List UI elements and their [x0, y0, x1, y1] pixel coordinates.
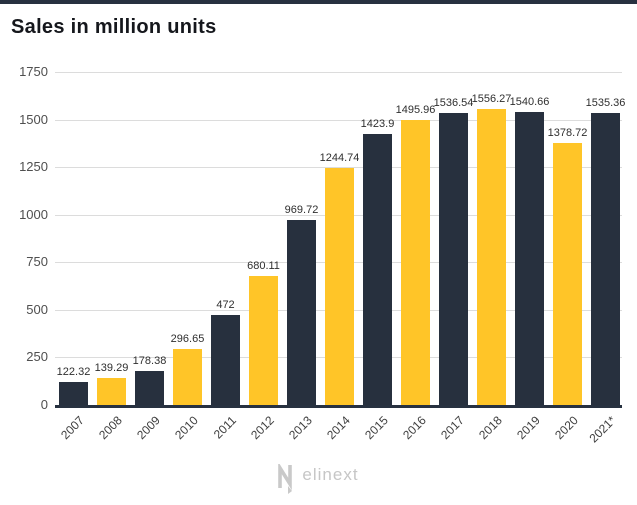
elinext-logo-icon: [278, 464, 293, 494]
bar-2019: [515, 112, 544, 405]
x-tick-label: 2008: [95, 413, 125, 443]
bar-2011: [211, 315, 240, 405]
bar-2012: [249, 276, 278, 405]
bar-2008: [97, 378, 126, 405]
bar-value-label: 1423.9: [360, 118, 395, 130]
chart-title: Sales in million units: [11, 16, 217, 38]
bar-2020: [553, 143, 582, 405]
bar-value-label: 296.65: [170, 333, 205, 345]
y-tick-label: 1500: [19, 112, 48, 127]
y-tick-label: 1250: [19, 159, 48, 174]
bar-value-label: 680.11: [247, 260, 280, 272]
x-tick-label: 2010: [171, 413, 201, 443]
bar-2014: [325, 168, 354, 405]
bar-2007: [59, 382, 88, 405]
bar-value-label: 122.32: [56, 366, 91, 378]
bar-2015: [363, 134, 392, 405]
x-tick-label: 2009: [133, 413, 163, 443]
bar-value-label: 1556.27: [471, 93, 512, 105]
gridline: [55, 72, 622, 73]
y-tick-label: 1000: [19, 207, 48, 222]
bar-2016: [401, 120, 430, 405]
gridline: [55, 120, 622, 121]
bar-2021: [591, 113, 620, 405]
y-tick-label: 500: [26, 302, 48, 317]
top-accent-bar: [0, 0, 637, 4]
x-tick-label: 2015: [361, 413, 391, 443]
bar-value-label: 178.38: [132, 355, 167, 367]
x-tick-label: 2013: [285, 413, 315, 443]
bar-value-label: 1536.54: [433, 97, 474, 109]
y-tick-label: 0: [40, 397, 48, 412]
x-tick-label: 2018: [475, 413, 505, 443]
y-tick-label: 1750: [19, 64, 48, 79]
bar-2013: [287, 220, 316, 405]
x-tick-label: 2012: [247, 413, 277, 443]
bar-2010: [173, 349, 202, 405]
gridline: [55, 167, 622, 168]
bar-value-label: 472: [216, 299, 235, 311]
bar-value-label: 139.29: [94, 362, 129, 374]
y-tick-label: 750: [26, 254, 48, 269]
bar-value-label: 1244.74: [319, 152, 360, 164]
elinext-logo: elinext: [0, 462, 637, 494]
x-tick-label: 2019: [513, 413, 543, 443]
x-tick-label: 2020: [551, 413, 581, 443]
bar-value-label: 969.72: [284, 204, 319, 216]
x-tick-label: 2007: [57, 413, 87, 443]
elinext-logo-text: elinext: [302, 465, 359, 484]
x-tick-label: 2021*: [586, 413, 619, 446]
y-tick-label: 250: [26, 349, 48, 364]
bar-value-label: 1535.36: [585, 97, 626, 109]
bar-value-label: 1378.72: [547, 127, 588, 139]
bar-2018: [477, 109, 506, 405]
bar-2017: [439, 113, 468, 405]
x-tick-label: 2016: [399, 413, 429, 443]
x-tick-label: 2011: [210, 413, 239, 442]
x-tick-label: 2017: [437, 413, 467, 443]
x-tick-label: 2014: [323, 413, 353, 443]
x-axis-line: [55, 405, 622, 408]
bar-2009: [135, 371, 164, 405]
bar-value-label: 1495.96: [395, 104, 436, 116]
bar-value-label: 1540.66: [509, 96, 550, 108]
